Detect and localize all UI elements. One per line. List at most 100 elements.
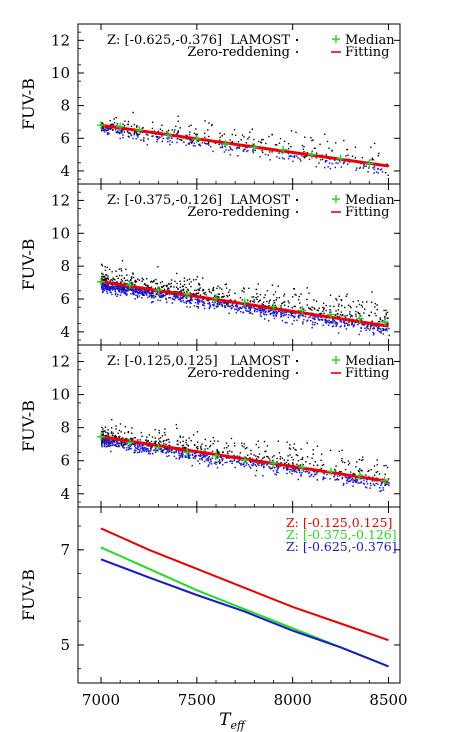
lamost-point (179, 441, 182, 444)
median-point (298, 306, 307, 315)
lamost-point (150, 286, 153, 288)
zero-reddening-point (339, 326, 341, 328)
lamost-point (184, 447, 187, 450)
zero-reddening-point (186, 300, 188, 303)
lamost-point (184, 283, 186, 286)
lamost-point (331, 149, 333, 152)
lamost-point (147, 439, 149, 442)
lamost-point (158, 429, 160, 432)
lamost-point (197, 292, 199, 295)
lamost-point (306, 304, 308, 306)
lamost-point (366, 326, 368, 328)
lamost-point (385, 171, 387, 174)
zero-reddening-point (329, 167, 332, 170)
zero-reddening-point (184, 455, 186, 457)
lamost-point (127, 430, 130, 433)
lamost-point (136, 451, 139, 454)
lamost-point (210, 460, 212, 463)
zero-reddening-point (294, 315, 296, 318)
lamost-point (125, 291, 127, 294)
zero-reddening-point (244, 307, 246, 309)
zero-reddening-point (260, 311, 263, 314)
zero-reddening-point (145, 133, 148, 136)
lamost-point (152, 280, 155, 283)
zero-reddening-point (111, 444, 114, 447)
zero-reddening-point (242, 150, 245, 152)
zero-reddening-point (201, 141, 204, 144)
lamost-point (316, 322, 319, 325)
zero-reddening-point (381, 481, 384, 484)
zero-reddening-point (325, 320, 328, 322)
lamost-point (233, 129, 236, 131)
lamost-point (319, 143, 321, 146)
zero-reddening-point (138, 290, 141, 292)
zero-reddening-point (253, 307, 255, 309)
lamost-point (302, 148, 304, 151)
zero-reddening-point (190, 297, 193, 299)
zero-reddening-point (144, 448, 147, 451)
zero-reddening-point (317, 318, 320, 320)
zero-reddening-point (313, 315, 315, 318)
zero-reddening-point (186, 134, 188, 137)
zero-reddening-point (166, 455, 168, 458)
lamost-point (358, 458, 361, 461)
lamost-point (231, 141, 233, 143)
zero-reddening-point (269, 467, 271, 469)
zero-reddening-point (137, 289, 140, 291)
lamost-point (241, 134, 244, 136)
lamost-point (255, 443, 258, 446)
zero-reddening-point (351, 323, 354, 325)
lamost-point (116, 123, 118, 125)
lamost-point (135, 132, 137, 134)
lamost-point (176, 427, 178, 430)
lamost-point (218, 459, 221, 461)
zero-reddening-point (346, 478, 349, 481)
lamost-point (134, 279, 137, 282)
zero-reddening-point (362, 482, 365, 485)
zero-reddening-point (262, 313, 265, 315)
zero-reddening-point (177, 137, 179, 140)
lamost-point (305, 461, 307, 463)
lamost-point (335, 465, 337, 467)
lamost-point (299, 315, 301, 317)
lamost-point (176, 439, 179, 442)
zero-reddening-point (243, 465, 245, 468)
lamost-point (198, 284, 201, 286)
zero-reddening-point (272, 311, 275, 313)
zero-reddening-point (262, 311, 265, 313)
zero-reddening-point (164, 294, 166, 297)
lamost-point (157, 266, 159, 268)
median-point (183, 290, 192, 299)
median-point (307, 150, 316, 159)
lamost-point (131, 432, 133, 434)
zero-reddening-point (106, 445, 109, 447)
lamost-point (269, 299, 271, 301)
zero-reddening-point (358, 333, 360, 336)
lamost-point (285, 461, 288, 464)
zero-reddening-point (192, 144, 195, 147)
lamost-point (115, 428, 117, 430)
lamost-point (321, 158, 324, 161)
lamost-point (316, 464, 319, 467)
lamost-point (373, 474, 376, 476)
zero-reddening-point (206, 143, 209, 145)
zero-reddening-point (114, 444, 117, 447)
zero-reddening-point (167, 138, 169, 140)
lamost-point (173, 286, 175, 288)
zero-reddening-point (114, 287, 116, 290)
lamost-point (222, 292, 224, 295)
lamost-point (257, 301, 260, 303)
lamost-point (182, 285, 184, 288)
zero-reddening-point (231, 460, 234, 463)
zero-reddening-point (224, 302, 226, 304)
lamost-point (155, 440, 157, 442)
zero-reddening-point (358, 167, 361, 170)
lamost-point (133, 131, 136, 133)
lamost-point (349, 311, 351, 313)
zero-reddening-point (327, 166, 329, 168)
zero-reddening-point (105, 287, 107, 289)
zero-reddening-point (388, 327, 390, 330)
zero-reddening-point (381, 328, 384, 330)
lamost-point (219, 132, 221, 135)
lamost-point (291, 307, 293, 309)
